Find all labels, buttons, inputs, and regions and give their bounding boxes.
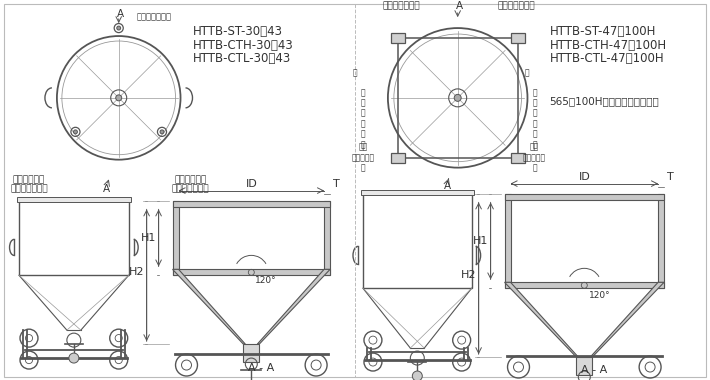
Bar — [173, 201, 330, 206]
Text: 120°: 120° — [254, 276, 276, 285]
Text: T: T — [667, 172, 673, 182]
Text: H2: H2 — [129, 267, 144, 277]
Text: H2: H2 — [461, 270, 476, 280]
Bar — [363, 193, 471, 288]
Text: ス
ト
ッ
パ
ー
付: ス ト ッ パ ー 付 — [361, 88, 365, 149]
Text: HTTB-CTL-47～100H: HTTB-CTL-47～100H — [550, 52, 664, 65]
Text: HTTB-CTH-47～100H: HTTB-CTH-47～100H — [550, 38, 667, 52]
Text: 自在キャスター: 自在キャスター — [10, 184, 48, 193]
Text: 固定キャスター: 固定キャスター — [382, 2, 420, 11]
Bar — [17, 196, 131, 201]
Bar — [398, 38, 518, 158]
Text: A: A — [456, 1, 463, 11]
Text: H1: H1 — [141, 233, 156, 243]
Circle shape — [454, 94, 462, 101]
Text: 自: 自 — [353, 68, 357, 78]
Circle shape — [69, 353, 79, 363]
Bar — [577, 357, 592, 375]
Text: 自: 自 — [524, 68, 529, 78]
Text: A: A — [117, 9, 124, 19]
Bar — [173, 269, 330, 275]
Polygon shape — [505, 282, 579, 357]
Text: 自在
キャスター
付: 自在 キャスター 付 — [523, 143, 546, 173]
Circle shape — [116, 26, 121, 30]
Circle shape — [116, 95, 121, 101]
Bar — [324, 201, 330, 276]
Circle shape — [160, 130, 164, 134]
Text: ストッパー付: ストッパー付 — [175, 175, 207, 184]
Bar — [505, 193, 664, 200]
Circle shape — [74, 130, 77, 134]
Text: H1: H1 — [473, 236, 488, 246]
Text: 自在キャスター: 自在キャスター — [136, 13, 172, 22]
Bar — [510, 153, 525, 163]
Text: A: A — [444, 180, 452, 191]
Bar — [505, 282, 664, 288]
Text: 120°: 120° — [589, 291, 611, 300]
Circle shape — [413, 371, 422, 380]
Text: HTTB-CTH-30～43: HTTB-CTH-30～43 — [192, 38, 293, 52]
Text: 自在キャスター: 自在キャスター — [172, 184, 209, 193]
Polygon shape — [590, 282, 664, 357]
Polygon shape — [173, 269, 246, 344]
Bar — [505, 193, 510, 288]
Text: ID: ID — [579, 172, 590, 182]
Text: ID: ID — [246, 179, 257, 188]
Text: HTTB-ST-30～43: HTTB-ST-30～43 — [192, 25, 283, 38]
Text: 565～100Hサイズは取っ手無し: 565～100Hサイズは取っ手無し — [550, 96, 659, 106]
Text: ス
ト
ッ
パ
ー
付: ス ト ッ パ ー 付 — [532, 88, 537, 149]
Text: 固定キャスター: 固定キャスター — [498, 2, 535, 11]
Text: HTTB-CTL-30～43: HTTB-CTL-30～43 — [192, 52, 290, 65]
Text: A - A: A - A — [248, 363, 274, 373]
Text: T: T — [333, 179, 339, 188]
Text: A: A — [103, 184, 110, 193]
Bar — [244, 344, 259, 362]
Bar — [173, 201, 178, 276]
Polygon shape — [257, 269, 330, 344]
Text: ストッパー付: ストッパー付 — [13, 175, 45, 184]
Text: A - A: A - A — [581, 365, 607, 375]
Bar — [510, 33, 525, 43]
Bar — [361, 190, 474, 195]
Text: HTTB-ST-47～100H: HTTB-ST-47～100H — [550, 25, 656, 38]
Bar — [391, 153, 405, 163]
Text: 自在
キャスター
付: 自在 キャスター 付 — [351, 143, 375, 173]
Bar — [19, 201, 129, 276]
Bar — [391, 33, 405, 43]
Bar — [658, 193, 664, 288]
